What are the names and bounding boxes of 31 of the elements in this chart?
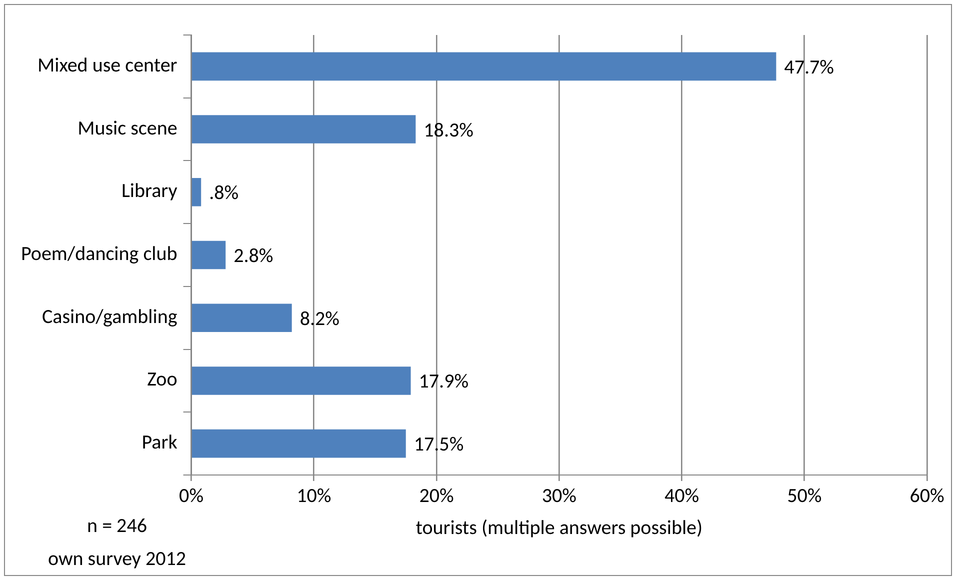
y-tick-label: Mixed use center: [38, 53, 178, 78]
data-label: 2.8%: [234, 244, 274, 268]
bar: [192, 178, 202, 206]
y-tick-label: Zoo: [147, 368, 178, 392]
x-axis-title: tourists (multiple answers possible): [416, 516, 703, 540]
y-tick-label: Casino/gambling: [42, 304, 178, 329]
data-label: 8.2%: [300, 306, 340, 331]
bar: [192, 115, 416, 144]
y-tick-label: Poem/dancing club: [21, 242, 178, 266]
bar: [192, 52, 776, 81]
data-label: 18.3%: [424, 118, 474, 142]
data-label: .8%: [209, 181, 239, 206]
x-tick-label: 60%: [910, 484, 944, 508]
x-tick-label: 0%: [179, 484, 204, 508]
data-label: 47.7%: [784, 55, 834, 80]
bar: [192, 304, 292, 332]
text: own survey 2012: [48, 547, 186, 571]
data-label: 17.9%: [418, 370, 469, 394]
text: n = 246: [87, 514, 147, 538]
y-tick-label: Park: [142, 430, 178, 455]
y-tick-label: Music scene: [78, 116, 178, 140]
data-label: 17.5%: [414, 432, 464, 457]
y-tick-label: Library: [122, 179, 178, 204]
x-tick-label: 10%: [296, 484, 332, 508]
x-tick-label: 30%: [542, 484, 576, 508]
bar: [192, 429, 406, 458]
bar: [192, 240, 226, 270]
x-tick-label: 40%: [664, 484, 700, 508]
x-tick-label: 50%: [787, 484, 822, 508]
bar: [192, 366, 411, 395]
x-tick-label: 20%: [419, 484, 454, 508]
